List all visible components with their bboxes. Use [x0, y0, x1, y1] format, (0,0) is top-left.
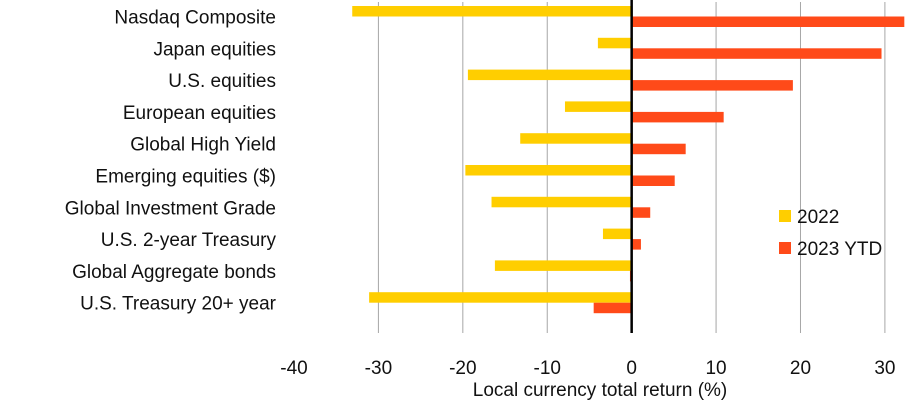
x-tick-label: -10: [534, 358, 561, 379]
bar-2023-ytd-10: [593, 302, 632, 314]
category-label: Emerging equities ($): [95, 167, 276, 188]
bars: [352, 6, 905, 314]
category-label: Japan equities: [153, 39, 276, 60]
bar-2023-ytd-7: [631, 207, 651, 218]
bar-2023-ytd-6: [631, 175, 675, 186]
category-label: European equities: [123, 103, 276, 124]
bar-2023-ytd-5: [631, 143, 686, 155]
category-label: Global Aggregate bonds: [72, 262, 276, 283]
bar-2022-10: [369, 292, 632, 303]
x-tick-label: 20: [790, 358, 811, 379]
category-label: Global High Yield: [130, 135, 276, 156]
category-label: Global Investment Grade: [65, 198, 276, 219]
category-label: U.S. Treasury 20+ year: [80, 294, 277, 315]
bar-2022-8: [602, 228, 632, 240]
x-axis-title: Local currency total return (%): [473, 380, 728, 400]
bar-2022-6: [465, 165, 632, 176]
x-tick-labels: -40 -30 -20 -10 0 10 20 30: [280, 358, 895, 379]
x-tick-label: 30: [874, 358, 895, 379]
bar-2022-4: [564, 101, 632, 112]
bar-2023-ytd-4: [631, 111, 724, 123]
legend-label: 2022: [797, 207, 839, 228]
bar-2022-7: [491, 196, 632, 208]
category-labels: Nasdaq Composite Japan equities U.S. equit…: [65, 8, 277, 315]
legend-label: 2023 YTD: [797, 239, 882, 260]
x-tick-label: 0: [626, 358, 637, 379]
x-tick-label: -40: [280, 358, 307, 379]
x-tick-label: 10: [705, 358, 726, 379]
category-label: Nasdaq Composite: [114, 8, 276, 29]
category-label: U.S. 2-year Treasury: [101, 230, 277, 251]
bar-2023-ytd-1: [631, 16, 905, 27]
category-label: U.S. equities: [168, 71, 276, 92]
bar-2022-1: [352, 6, 632, 17]
bar-2022-9: [494, 260, 632, 271]
legend-swatch: [779, 210, 791, 222]
bar-2023-ytd-2: [631, 48, 882, 59]
bar-2023-ytd-3: [631, 80, 793, 91]
bar-2022-5: [520, 133, 632, 144]
bar-2022-2: [597, 37, 632, 49]
legend: 2022 2023 YTD: [779, 207, 882, 260]
x-tick-label: -20: [449, 358, 476, 379]
x-tick-label: -30: [365, 358, 392, 379]
bar-2023-ytd-8: [631, 239, 641, 250]
legend-swatch: [779, 242, 791, 254]
bar-2022-3: [467, 69, 632, 81]
